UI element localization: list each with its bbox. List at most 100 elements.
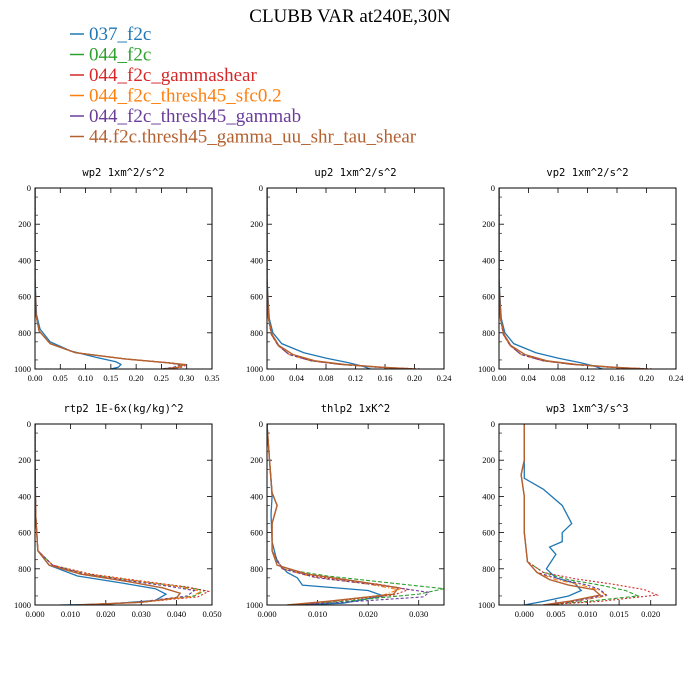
series-group	[499, 188, 654, 369]
plot-frame	[34, 423, 213, 606]
series-line	[35, 188, 189, 369]
x-tick-label: 0.16	[610, 373, 625, 383]
series-line	[520, 424, 641, 605]
x-tick-label: 0.16	[378, 373, 393, 383]
series-group	[35, 188, 189, 369]
x-tick-label: 0.000	[257, 609, 276, 619]
panel-title: thlp2 1xK^2	[321, 403, 391, 415]
panel-title: rtp2 1E-6x(kg/kg)^2	[63, 403, 183, 415]
plot-frame	[266, 423, 445, 606]
series-group	[267, 424, 444, 605]
y-tick-label: 1000	[14, 364, 31, 374]
y-tick-label: 200	[482, 219, 495, 229]
y-tick-label: 1000	[478, 364, 495, 374]
series-line	[520, 424, 660, 605]
panel-title: vp2 1xm^2/s^2	[546, 167, 628, 179]
x-tick-label: 0.020	[96, 609, 115, 619]
series-group	[267, 188, 422, 369]
figure-title: CLUBB VAR at240E,30N	[249, 6, 451, 27]
plot-frame	[34, 187, 213, 370]
y-tick-label: 400	[18, 491, 31, 501]
y-tick-label: 800	[18, 328, 31, 338]
y-tick-label: 0	[27, 419, 31, 429]
series-line	[520, 424, 608, 605]
series-line	[267, 188, 371, 369]
y-tick-label: 600	[482, 292, 495, 302]
series-line	[35, 424, 182, 605]
x-tick-label: 0.010	[308, 609, 327, 619]
series-group	[35, 424, 211, 605]
y-tick-label: 600	[250, 528, 263, 538]
series-line	[267, 424, 411, 605]
y-tick-label: 600	[250, 292, 263, 302]
y-tick-label: 800	[250, 328, 263, 338]
y-tick-label: 800	[482, 328, 495, 338]
series-line	[499, 188, 647, 369]
y-tick-label: 0	[491, 183, 495, 193]
panel-title: wp2 1xm^2/s^2	[82, 167, 164, 179]
x-tick-label: 0.015	[610, 609, 629, 619]
x-tick-label: 0.24	[437, 373, 453, 383]
series-line	[520, 424, 608, 605]
x-tick-label: 0.15	[103, 373, 118, 383]
series-line	[267, 188, 408, 369]
x-tick-label: 0.000	[515, 609, 534, 619]
y-tick-label: 1000	[246, 600, 263, 610]
x-tick-label: 0.050	[202, 609, 221, 619]
x-tick-label: 0.010	[61, 609, 80, 619]
y-tick-label: 1000	[246, 364, 263, 374]
x-tick-label: 0.12	[348, 373, 363, 383]
x-tick-label: 0.20	[407, 373, 422, 383]
series-line	[35, 188, 181, 369]
legend-label: 037_f2c	[89, 24, 151, 45]
x-tick-label: 0.20	[639, 373, 654, 383]
series-line	[520, 424, 602, 605]
y-tick-label: 200	[250, 455, 263, 465]
y-tick-label: 800	[18, 564, 31, 574]
y-tick-label: 600	[18, 292, 31, 302]
legend-item: 037_f2c	[70, 24, 151, 45]
series-line	[267, 188, 415, 369]
y-tick-label: 400	[482, 255, 495, 265]
y-tick-label: 400	[250, 255, 263, 265]
x-tick-label: 0.00	[492, 373, 507, 383]
x-tick-label: 0.20	[129, 373, 144, 383]
y-tick-label: 200	[482, 455, 495, 465]
y-tick-label: 400	[482, 491, 495, 501]
y-tick-label: 400	[18, 255, 31, 265]
x-tick-label: 0.08	[319, 373, 334, 383]
series-line	[35, 188, 184, 369]
y-tick-label: 1000	[14, 600, 31, 610]
series-line	[499, 188, 654, 369]
y-tick-label: 200	[18, 219, 31, 229]
y-tick-label: 600	[18, 528, 31, 538]
series-line	[499, 188, 640, 369]
y-tick-label: 200	[250, 219, 263, 229]
y-tick-label: 1000	[478, 600, 495, 610]
x-tick-label: 0.08	[551, 373, 566, 383]
legend-item: 044_f2c_thresh45_gammab	[70, 106, 301, 127]
plot-frame	[498, 423, 677, 606]
x-tick-label: 0.35	[205, 373, 220, 383]
panel: wp3 1xm^3/s^3 0 200 400 600 800 1000 0.000 0.005…	[478, 403, 677, 619]
y-tick-label: 0	[259, 183, 263, 193]
y-tick-label: 200	[18, 455, 31, 465]
legend-label: 044_f2c_thresh45_sfc0.2	[89, 86, 282, 107]
legend-item: 44.f2c.thresh45_gamma_uu_shr_tau_shear	[70, 127, 417, 148]
series-line	[267, 188, 415, 369]
x-tick-label: 0.25	[154, 373, 169, 383]
series-line	[499, 188, 647, 369]
x-tick-label: 0.000	[25, 609, 44, 619]
legend-item: 044_f2c_gammashear	[70, 65, 257, 86]
series-line	[267, 188, 415, 369]
series-line	[267, 424, 431, 605]
y-tick-label: 0	[491, 419, 495, 429]
series-line	[35, 424, 204, 605]
legend: 037_f2c044_f2c044_f2c_gammashear044_f2c_…	[70, 24, 417, 148]
plot-frame	[498, 187, 677, 370]
